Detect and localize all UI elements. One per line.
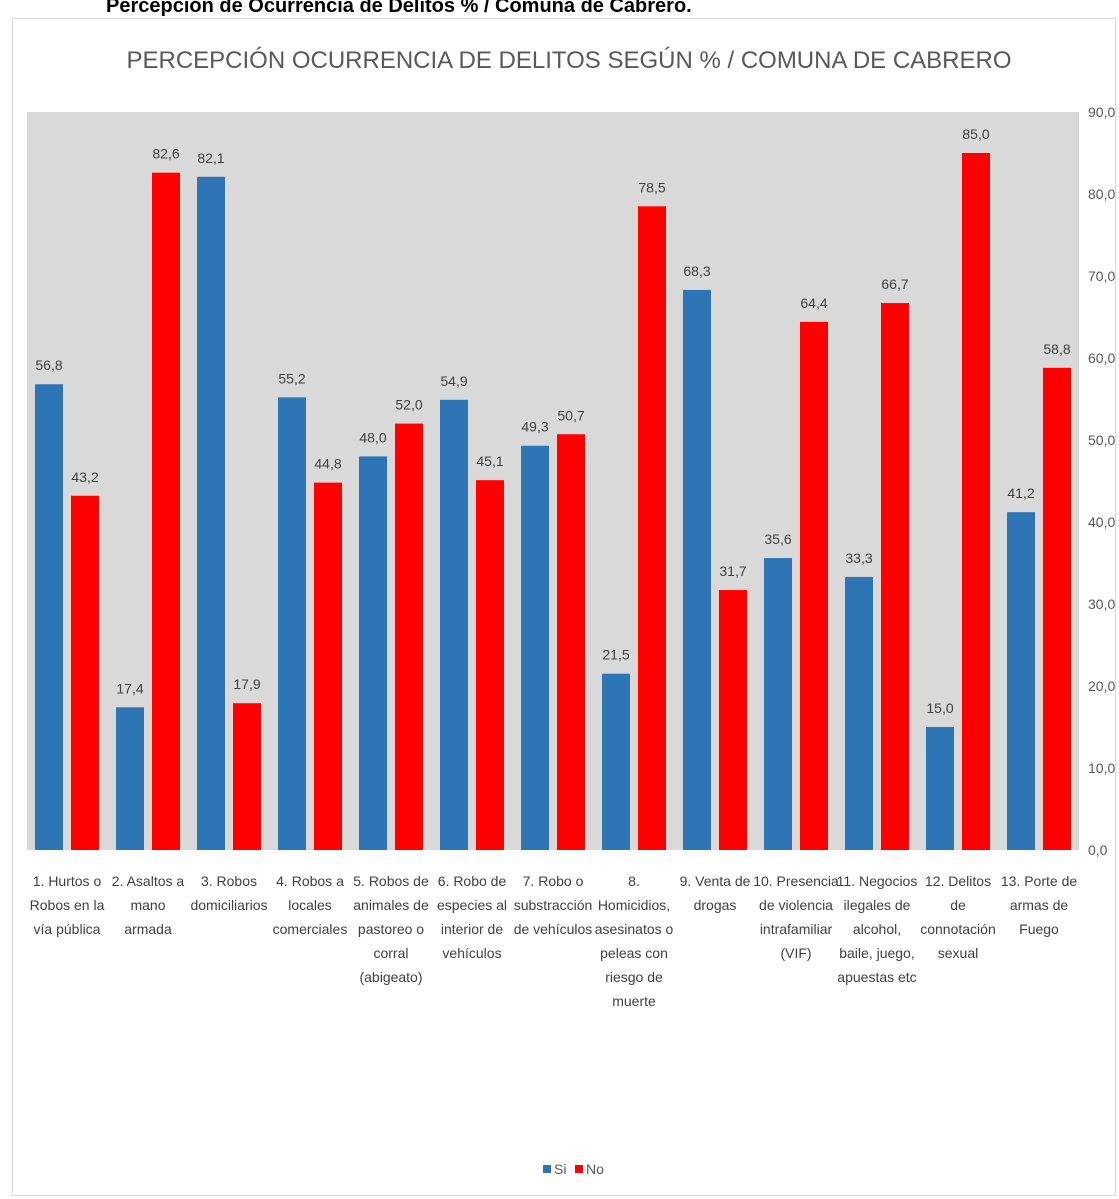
- x-tick-label-12: 12. Delitos de connotación sexual: [920, 873, 996, 961]
- data-label-si-12: 15,0: [926, 700, 953, 716]
- legend-swatch-no: [575, 1165, 583, 1173]
- y-tick-label: 40,0: [1088, 514, 1115, 530]
- data-label-no-8: 78,5: [638, 179, 665, 195]
- data-label-no-13: 58,8: [1043, 341, 1070, 357]
- y-tick-label: 60,0: [1088, 350, 1115, 366]
- data-label-si-6: 54,9: [440, 373, 467, 389]
- bar-si-5: [359, 456, 387, 850]
- x-tick-label-10: 10. Presencia de violencia intrafamiliar (V…: [753, 873, 839, 961]
- bar-si-2: [116, 707, 144, 850]
- bar-no-5: [395, 423, 423, 850]
- bar-si-13: [1007, 512, 1035, 850]
- legend-label-si: Si: [554, 1161, 566, 1177]
- bar-si-11: [845, 576, 873, 850]
- x-tick-label-4: 4. Robos a locales comerciales: [273, 873, 348, 937]
- data-label-si-10: 35,6: [764, 531, 791, 547]
- bar-no-9: [719, 590, 747, 850]
- bar-si-9: [683, 289, 711, 850]
- bar-si-12: [926, 727, 954, 850]
- data-label-no-6: 45,1: [476, 453, 503, 469]
- bar-no-11: [881, 303, 909, 850]
- x-tick-label-3: 3. Robos domiciliarios: [190, 873, 267, 913]
- bar-si-8: [602, 673, 630, 850]
- y-tick-label: 50,0: [1088, 432, 1115, 448]
- data-label-no-12: 85,0: [962, 126, 989, 142]
- bar-no-4: [314, 482, 342, 850]
- bar-si-7: [521, 445, 549, 850]
- legend-label-no: No: [586, 1161, 604, 1177]
- y-tick-label: 80,0: [1088, 186, 1115, 202]
- bar-no-12: [962, 153, 990, 850]
- data-label-si-1: 56,8: [35, 357, 62, 373]
- x-tick-label-13: 13. Porte de armas de Fuego: [1001, 873, 1077, 937]
- data-label-no-11: 66,7: [881, 276, 908, 292]
- data-label-no-7: 50,7: [557, 407, 584, 423]
- plot-area: [27, 112, 1079, 850]
- bar-si-6: [440, 399, 468, 850]
- data-label-no-3: 17,9: [233, 676, 260, 692]
- bar-no-10: [800, 321, 828, 850]
- data-label-si-7: 49,3: [521, 419, 548, 435]
- bar-si-1: [35, 384, 63, 850]
- data-label-no-10: 64,4: [800, 295, 827, 311]
- data-label-no-5: 52,0: [395, 397, 422, 413]
- data-label-si-13: 41,2: [1007, 485, 1034, 501]
- data-label-si-9: 68,3: [683, 263, 710, 279]
- x-tick-label-8: 8. Homicidios, asesinatos o peleas con riesg…: [595, 873, 674, 1009]
- y-tick-label: 20,0: [1088, 678, 1115, 694]
- y-tick-label: 10,0: [1088, 760, 1115, 776]
- x-tick-label-9: 9. Venta de drogas: [680, 873, 751, 913]
- bar-no-3: [233, 703, 261, 850]
- y-tick-label: 0,0: [1088, 842, 1108, 858]
- y-tick-label: 30,0: [1088, 596, 1115, 612]
- legend-swatch-si: [543, 1165, 551, 1173]
- y-tick-label: 70,0: [1088, 268, 1115, 284]
- chart-title: PERCEPCIÓN OCURRENCIA DE DELITOS SEGÚN %…: [126, 47, 1011, 74]
- bar-no-13: [1043, 367, 1071, 850]
- bar-no-2: [152, 172, 180, 850]
- data-label-si-3: 82,1: [197, 150, 224, 166]
- data-label-no-1: 43,2: [71, 469, 98, 485]
- document-heading: Percepción de Ocurrencia de Delitos % / …: [106, 0, 692, 17]
- x-tick-label-6: 6. Robo de especies al interior de vehículo…: [437, 873, 507, 961]
- x-tick-label-5: 5. Robos de animales de pastoreo o corral (a…: [353, 873, 429, 985]
- bar-si-4: [278, 397, 306, 850]
- x-tick-label-11: 11. Negocios ilegales de alcohol, baile, ju…: [837, 873, 918, 985]
- data-label-no-4: 44,8: [314, 456, 341, 472]
- bar-no-6: [476, 480, 504, 850]
- bar-no-1: [71, 495, 99, 850]
- data-label-no-9: 31,7: [719, 563, 746, 579]
- data-label-si-5: 48,0: [359, 429, 386, 445]
- y-tick-label: 90,0: [1088, 104, 1115, 120]
- data-label-si-8: 21,5: [602, 647, 629, 663]
- x-tick-label-1: 1. Hurtos o Robos en la vía pública: [30, 873, 105, 937]
- x-tick-label-2: 2. Asaltos a mano armada: [112, 873, 185, 937]
- bar-no-8: [638, 206, 666, 851]
- x-tick-label-7: 7. Robo o substracción de vehículos: [514, 873, 593, 937]
- data-label-si-4: 55,2: [278, 370, 305, 386]
- data-label-si-2: 17,4: [116, 680, 143, 696]
- data-label-no-2: 82,6: [152, 146, 179, 162]
- bar-no-7: [557, 434, 585, 850]
- bar-si-3: [197, 176, 225, 850]
- data-label-si-11: 33,3: [845, 550, 872, 566]
- bar-si-10: [764, 558, 792, 850]
